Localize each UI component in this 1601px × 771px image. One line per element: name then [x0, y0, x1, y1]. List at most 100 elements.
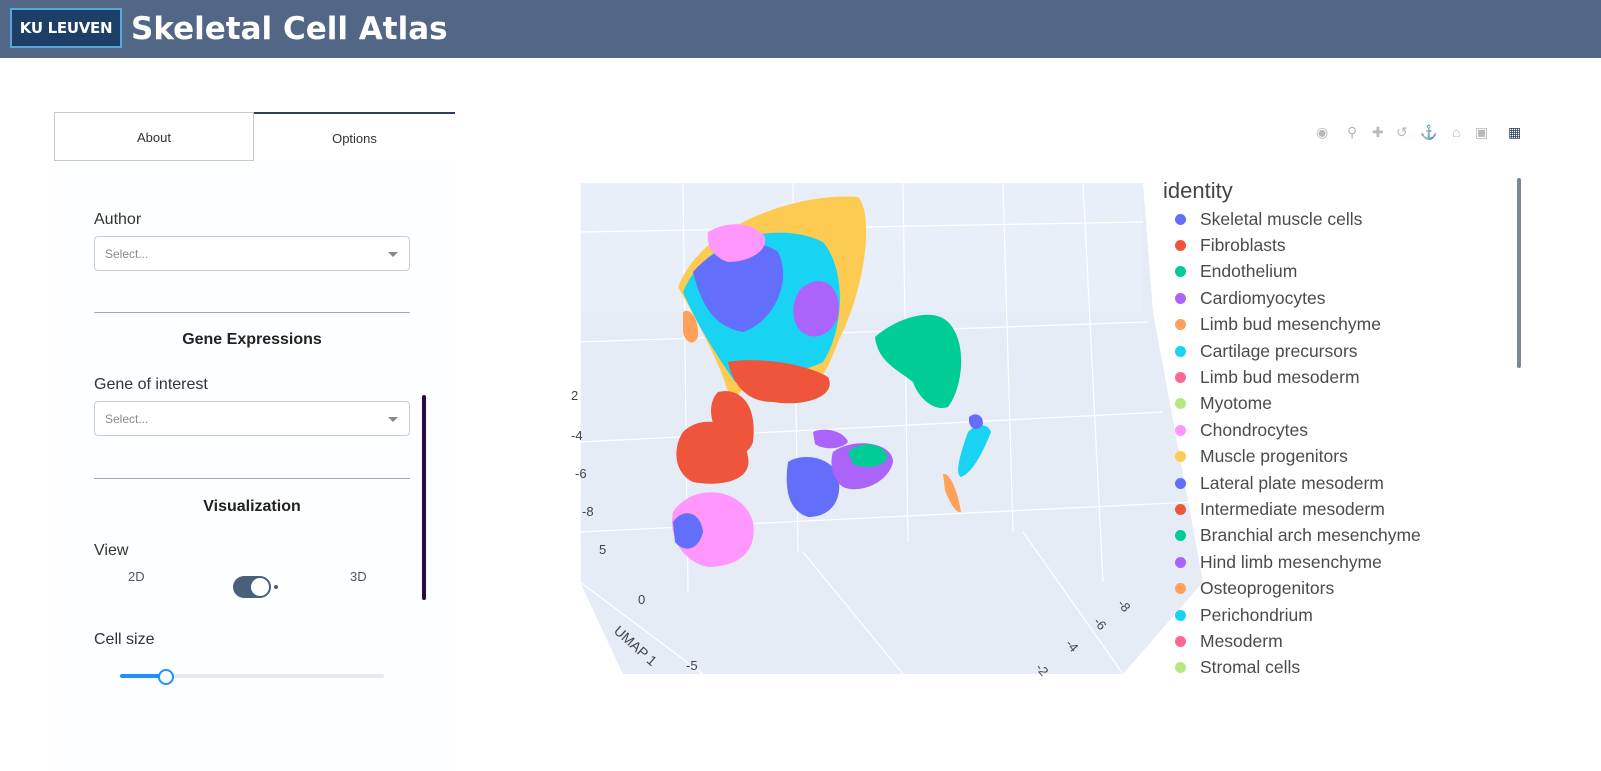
- legend-marker: [1175, 556, 1186, 568]
- legend-marker: [1175, 609, 1186, 621]
- legend-item[interactable]: Stromal cells: [1175, 657, 1300, 679]
- legend-item[interactable]: Endothelium: [1175, 261, 1297, 283]
- legend-marker: [1175, 213, 1186, 225]
- legend-marker: [1175, 292, 1186, 304]
- cell-size-label: Cell size: [94, 631, 155, 648]
- umap-plot[interactable]: 2 -4 -6 -8 5 0 -5 UMAP 1 -8 -6 -4 -2: [503, 112, 1529, 771]
- legend-marker: [1175, 530, 1186, 542]
- legend-title: identity: [1163, 178, 1233, 203]
- toggle-knob[interactable]: [251, 578, 269, 596]
- author-select[interactable]: Select...: [94, 236, 410, 271]
- cell-size-slider-fill: [120, 674, 165, 678]
- chevron-down-icon[interactable]: [388, 417, 398, 422]
- section-divider: [94, 312, 410, 313]
- author-select-placeholder: Select...: [105, 247, 149, 261]
- toggle-indicator: [274, 585, 278, 589]
- legend-label: Myotome: [1200, 393, 1272, 414]
- cluster-right-arm: [943, 414, 991, 513]
- view-toggle[interactable]: [233, 576, 271, 598]
- legend-marker: [1175, 424, 1186, 436]
- legend-item[interactable]: Skeletal muscle cells: [1175, 208, 1362, 230]
- legend-marker: [1175, 398, 1186, 410]
- umap-3d-scatter[interactable]: 2 -4 -6 -8 5 0 -5 UMAP 1 -8 -6 -4 -2: [503, 112, 1529, 771]
- plotly-logo-icon[interactable]: ▦: [1508, 124, 1522, 140]
- view-option-2d[interactable]: 2D: [128, 569, 145, 584]
- legend-label: Lateral plate mesoderm: [1200, 472, 1384, 493]
- legend-marker: [1175, 503, 1186, 515]
- legend-item[interactable]: Intermediate mesoderm: [1175, 498, 1385, 520]
- chevron-down-icon[interactable]: [388, 252, 398, 257]
- gene-select-placeholder: Select...: [105, 412, 149, 426]
- options-sidebar: About Options Author Select... Gene Expr…: [54, 112, 456, 771]
- visualization-heading: Visualization: [203, 498, 301, 515]
- camera-icon[interactable]: ◉: [1316, 124, 1329, 140]
- legend-marker: [1175, 239, 1186, 251]
- legend-item[interactable]: Fibroblasts: [1175, 234, 1286, 256]
- legend-item[interactable]: Chondrocytes: [1175, 419, 1308, 441]
- scene-grid: [579, 182, 1194, 675]
- gene-select[interactable]: Select...: [94, 401, 410, 436]
- legend-marker: [1175, 371, 1186, 383]
- legend-label: Fibroblasts: [1200, 234, 1286, 255]
- turntable-icon[interactable]: ⚓: [1420, 124, 1438, 140]
- legend-item[interactable]: Cardiomyocytes: [1175, 287, 1325, 309]
- app-header: KU LEUVEN Skeletal Cell Atlas: [0, 0, 1601, 58]
- legend-label: Muscle progenitors: [1200, 446, 1348, 467]
- author-label: Author: [94, 211, 142, 228]
- cell-size-slider[interactable]: [120, 674, 384, 678]
- legend-scrollbar[interactable]: [1517, 178, 1521, 368]
- legend-label: Cartilage precursors: [1200, 340, 1358, 361]
- pan-icon[interactable]: ✚: [1372, 124, 1384, 140]
- gene-expressions-heading: Gene Expressions: [182, 331, 322, 348]
- legend-item[interactable]: Osteoprogenitors: [1175, 578, 1334, 600]
- cluster-endothelium: [875, 314, 962, 408]
- legend-item[interactable]: Lateral plate mesoderm: [1175, 472, 1384, 494]
- legend-marker: [1175, 451, 1186, 463]
- legend-item[interactable]: Myotome: [1175, 393, 1272, 415]
- z-tick: 2: [571, 388, 578, 403]
- section-divider: [94, 478, 410, 479]
- legend-label: Limb bud mesoderm: [1200, 366, 1360, 387]
- orbit-icon[interactable]: ↺: [1396, 124, 1408, 140]
- z-tick: -4: [571, 428, 583, 443]
- legend-item[interactable]: Hind limb mesenchyme: [1175, 551, 1382, 573]
- legend-marker: [1175, 662, 1186, 674]
- cell-size-slider-handle[interactable]: [157, 669, 174, 685]
- x-tick: 5: [599, 542, 606, 557]
- legend-item[interactable]: Limb bud mesenchyme: [1175, 314, 1381, 336]
- legend-label: Branchial arch mesenchyme: [1200, 525, 1421, 546]
- home-icon[interactable]: ⌂: [1452, 124, 1461, 140]
- legend-label: Intermediate mesoderm: [1200, 498, 1385, 519]
- zoom-icon[interactable]: ⚲: [1347, 124, 1358, 140]
- view-label: View: [94, 542, 129, 559]
- legend-item[interactable]: Perichondrium: [1175, 604, 1313, 626]
- tab-options[interactable]: Options: [254, 112, 455, 161]
- legend-item[interactable]: Mesoderm: [1175, 630, 1283, 652]
- legend-label: Stromal cells: [1200, 657, 1301, 678]
- x-tick: 0: [638, 592, 645, 607]
- legend-marker: [1175, 319, 1186, 331]
- cluster-main: [672, 196, 867, 567]
- legend-item[interactable]: Muscle progenitors: [1175, 446, 1348, 468]
- ku-leuven-logo: KU LEUVEN: [10, 8, 122, 48]
- legend-label: Mesoderm: [1200, 630, 1283, 651]
- legend-item[interactable]: Cartilage precursors: [1175, 340, 1358, 362]
- legend-label: Skeletal muscle cells: [1200, 208, 1363, 229]
- legend-marker: [1175, 345, 1186, 357]
- legend-marker: [1175, 635, 1186, 647]
- legend-item[interactable]: Branchial arch mesenchyme: [1175, 525, 1421, 547]
- z-tick: -6: [575, 466, 587, 481]
- legend-label: Perichondrium: [1200, 604, 1313, 625]
- legend-item[interactable]: Limb bud mesoderm: [1175, 366, 1360, 388]
- camera-reset-icon[interactable]: ▣: [1475, 124, 1489, 140]
- legend-label: Chondrocytes: [1200, 419, 1308, 440]
- gene-of-interest-label: Gene of interest: [94, 376, 208, 393]
- legend-label: Cardiomyocytes: [1200, 287, 1326, 308]
- view-option-3d[interactable]: 3D: [350, 569, 367, 584]
- sidebar-scrollbar[interactable]: [422, 395, 426, 600]
- tab-about[interactable]: About: [54, 112, 254, 161]
- legend-label: Endothelium: [1200, 261, 1298, 282]
- z-tick: -8: [582, 504, 594, 519]
- cluster-center: [786, 429, 893, 517]
- legend-marker: [1175, 266, 1186, 278]
